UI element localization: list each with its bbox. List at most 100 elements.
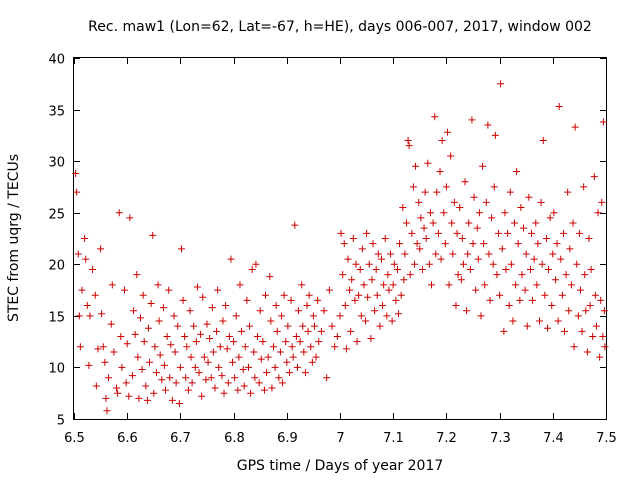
data-point	[571, 123, 579, 131]
data-point	[348, 276, 356, 284]
data-point	[239, 365, 247, 373]
data-point	[339, 271, 347, 279]
data-point	[241, 343, 249, 351]
data-point	[520, 224, 528, 232]
data-point	[202, 376, 210, 384]
data-point	[159, 304, 167, 312]
data-point	[576, 286, 584, 294]
data-point	[142, 382, 150, 390]
data-point	[74, 250, 82, 258]
data-point	[385, 286, 393, 294]
data-point	[436, 167, 444, 175]
data-point	[445, 281, 453, 289]
data-point	[496, 291, 504, 299]
data-point	[118, 363, 126, 371]
data-point	[363, 229, 371, 237]
data-point	[587, 265, 595, 273]
data-point	[573, 260, 581, 268]
data-point	[292, 332, 300, 340]
data-point	[523, 322, 531, 330]
data-point	[554, 317, 562, 325]
data-point	[279, 379, 287, 387]
y-axis-title: STEC from uqrg / TECUs	[6, 154, 22, 322]
data-point	[336, 312, 344, 320]
data-point	[600, 307, 608, 315]
x-tick-label: 6.6	[117, 431, 138, 446]
data-point	[235, 353, 243, 361]
data-point	[268, 384, 276, 392]
y-tick-label: 10	[48, 362, 65, 377]
data-point	[248, 265, 256, 273]
data-point	[526, 265, 534, 273]
data-point	[114, 389, 122, 397]
data-point	[262, 291, 270, 299]
data-point	[538, 260, 546, 268]
data-point	[256, 307, 264, 315]
data-point	[92, 382, 100, 390]
data-point	[424, 159, 432, 167]
data-point	[186, 307, 194, 315]
data-point	[522, 250, 530, 258]
data-point	[337, 229, 345, 237]
data-point	[300, 348, 308, 356]
data-point	[561, 327, 569, 335]
data-point	[73, 188, 81, 196]
data-point	[447, 152, 455, 160]
data-point	[401, 250, 409, 258]
data-point	[551, 276, 559, 284]
data-point	[367, 335, 375, 343]
data-point	[546, 214, 554, 222]
data-point	[198, 392, 206, 400]
data-point	[172, 379, 180, 387]
data-points	[72, 80, 609, 415]
data-point	[409, 183, 417, 191]
data-point	[480, 240, 488, 248]
data-point	[357, 312, 365, 320]
data-point	[158, 376, 166, 384]
data-point	[105, 374, 113, 382]
data-point	[166, 374, 174, 382]
data-point	[304, 327, 312, 335]
data-point	[287, 296, 295, 304]
data-point	[529, 296, 537, 304]
data-point	[457, 276, 465, 284]
data-point	[448, 219, 456, 227]
data-point	[484, 121, 492, 129]
data-point	[452, 302, 460, 310]
data-point	[182, 374, 190, 382]
data-point	[432, 250, 440, 258]
data-point	[223, 345, 231, 353]
data-point	[301, 369, 309, 377]
data-point	[72, 170, 80, 178]
data-point	[510, 219, 518, 227]
data-point	[498, 245, 506, 253]
data-point	[115, 209, 123, 217]
data-point	[469, 240, 477, 248]
data-point	[502, 265, 510, 273]
data-point	[542, 235, 550, 242]
data-point	[507, 260, 515, 268]
data-point	[541, 291, 549, 299]
data-point	[107, 320, 115, 328]
x-axis-title: GPS time / Days of year 2017	[237, 458, 444, 474]
data-point	[506, 188, 514, 196]
data-point	[442, 183, 450, 191]
data-point	[275, 374, 283, 382]
data-point	[459, 260, 467, 268]
data-point	[291, 221, 299, 229]
x-tick-label: 7.4	[543, 431, 564, 446]
data-point	[545, 265, 553, 273]
data-point	[373, 291, 381, 299]
data-point	[193, 283, 201, 291]
data-point	[536, 317, 543, 325]
data-point	[91, 291, 99, 299]
data-point	[206, 335, 214, 343]
data-point	[559, 229, 567, 237]
data-point	[102, 394, 110, 402]
data-point	[222, 302, 230, 310]
data-point	[485, 250, 493, 258]
data-point	[315, 338, 323, 346]
data-point	[197, 330, 205, 338]
data-point	[475, 209, 483, 217]
data-point	[213, 327, 221, 335]
